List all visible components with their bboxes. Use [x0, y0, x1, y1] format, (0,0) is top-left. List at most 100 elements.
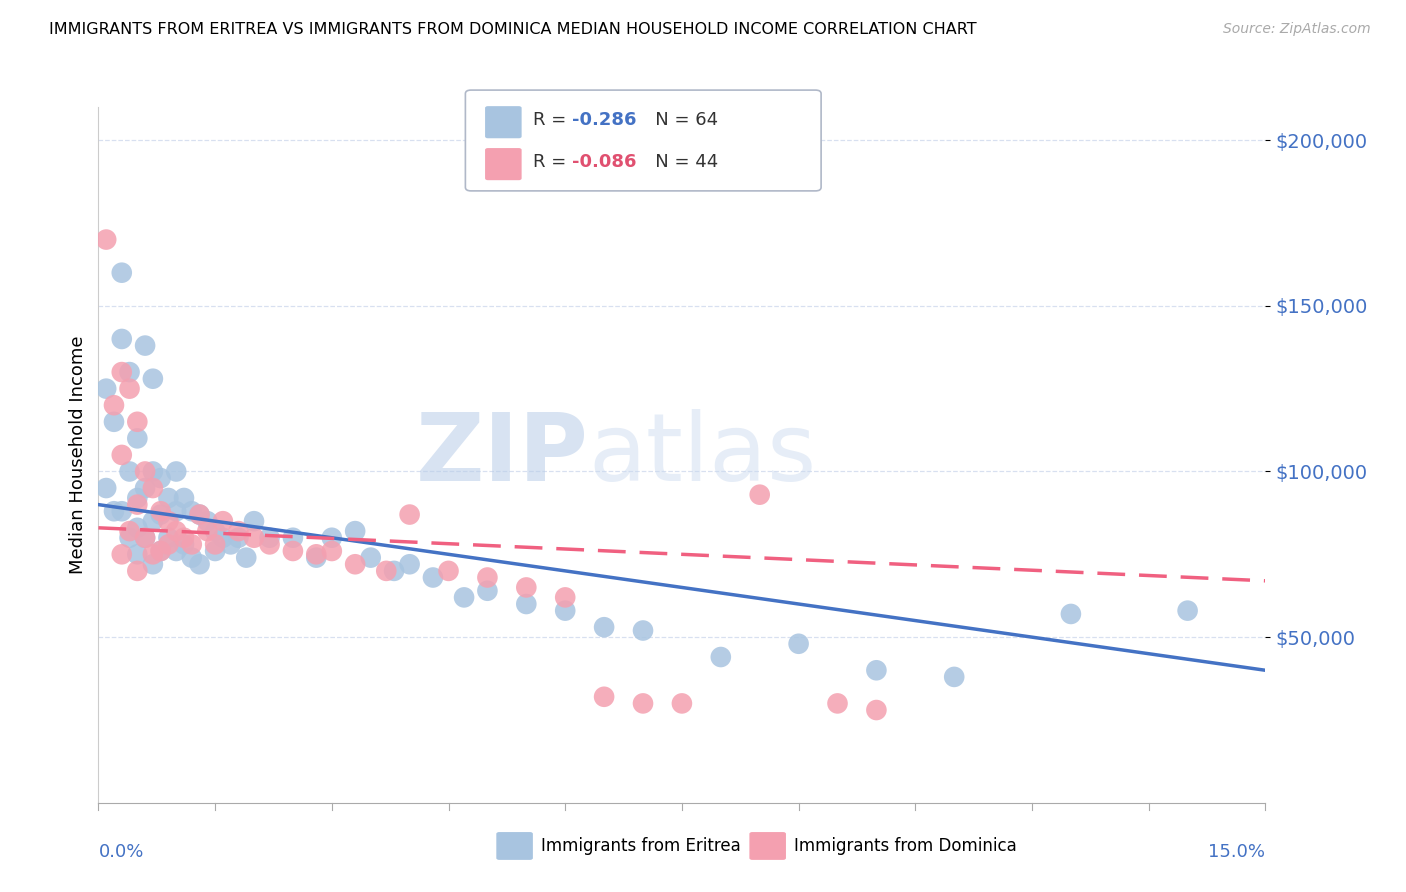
Point: [149, 504, 172, 518]
Point: [149, 544, 172, 558]
Point: [398, 558, 420, 572]
Text: IMMIGRANTS FROM ERITREA VS IMMIGRANTS FROM DOMINICA MEDIAN HOUSEHOLD INCOME CORR: IMMIGRANTS FROM ERITREA VS IMMIGRANTS FR…: [49, 22, 977, 37]
Point: [134, 481, 156, 495]
Point: [281, 544, 304, 558]
Point: [111, 332, 134, 346]
Text: Immigrants from Dominica: Immigrants from Dominica: [794, 837, 1017, 855]
Point: [111, 547, 134, 561]
Text: Source: ZipAtlas.com: Source: ZipAtlas.com: [1223, 22, 1371, 37]
Point: [127, 491, 149, 505]
Point: [157, 531, 180, 545]
Point: [127, 415, 149, 429]
Point: [281, 531, 304, 545]
Point: [477, 570, 499, 584]
Point: [212, 514, 235, 528]
Point: [188, 508, 211, 522]
Point: [593, 620, 616, 634]
Point: [96, 481, 118, 495]
Point: [111, 266, 134, 280]
Point: [375, 564, 398, 578]
Text: -0.286: -0.286: [572, 112, 637, 129]
Point: [631, 624, 654, 638]
Point: [134, 338, 156, 352]
Point: [554, 604, 576, 618]
Point: [344, 524, 367, 538]
Point: [96, 233, 118, 247]
Text: Immigrants from Eritrea: Immigrants from Eritrea: [541, 837, 741, 855]
Point: [219, 537, 242, 551]
Point: [188, 558, 211, 572]
Point: [382, 564, 405, 578]
Point: [398, 508, 420, 522]
Point: [204, 524, 226, 538]
Point: [96, 382, 118, 396]
Point: [103, 415, 125, 429]
Point: [305, 550, 328, 565]
Point: [1060, 607, 1083, 621]
Point: [173, 537, 195, 551]
Point: [243, 514, 266, 528]
Point: [943, 670, 966, 684]
Point: [631, 697, 654, 711]
Point: [118, 531, 141, 545]
Point: [149, 544, 172, 558]
Point: [865, 703, 887, 717]
Point: [134, 531, 156, 545]
Point: [515, 597, 537, 611]
Point: [127, 498, 149, 512]
Text: 0.0%: 0.0%: [98, 843, 143, 861]
Point: [228, 524, 250, 538]
Point: [554, 591, 576, 605]
Point: [787, 637, 810, 651]
Point: [180, 550, 202, 565]
Text: N = 64: N = 64: [638, 112, 718, 129]
Point: [188, 508, 211, 522]
Point: [321, 531, 343, 545]
Point: [127, 431, 149, 445]
Point: [437, 564, 460, 578]
Point: [180, 537, 202, 551]
Point: [212, 531, 235, 545]
Point: [180, 504, 202, 518]
Point: [360, 550, 382, 565]
Point: [235, 550, 257, 565]
Point: [157, 491, 180, 505]
Point: [228, 531, 250, 545]
Text: atlas: atlas: [589, 409, 817, 501]
Point: [173, 531, 195, 545]
Point: [204, 537, 226, 551]
Text: -0.086: -0.086: [572, 153, 637, 171]
Point: [111, 365, 134, 379]
Point: [118, 382, 141, 396]
Point: [195, 524, 218, 538]
Point: [593, 690, 616, 704]
Point: [127, 564, 149, 578]
Point: [671, 697, 693, 711]
Point: [195, 514, 218, 528]
Point: [118, 524, 141, 538]
Point: [321, 544, 343, 558]
Point: [173, 491, 195, 505]
Point: [515, 581, 537, 595]
Point: [103, 398, 125, 412]
Point: [149, 471, 172, 485]
Point: [344, 558, 367, 572]
Point: [1177, 604, 1199, 618]
Text: N = 44: N = 44: [638, 153, 718, 171]
Point: [142, 547, 165, 561]
Point: [157, 537, 180, 551]
Point: [827, 697, 849, 711]
Point: [710, 650, 733, 665]
Point: [142, 372, 165, 386]
Point: [111, 448, 134, 462]
Point: [259, 531, 281, 545]
Point: [165, 544, 187, 558]
Point: [204, 544, 226, 558]
Point: [243, 531, 266, 545]
Point: [111, 504, 134, 518]
Y-axis label: Median Household Income: Median Household Income: [69, 335, 87, 574]
Point: [453, 591, 475, 605]
Point: [127, 521, 149, 535]
Point: [305, 547, 328, 561]
Point: [748, 488, 770, 502]
